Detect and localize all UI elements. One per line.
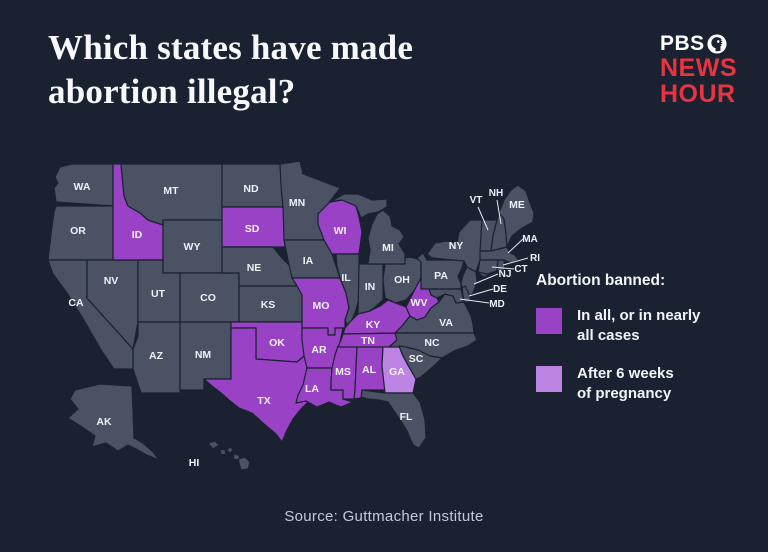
us-map-container: WA OR CA NV ID MT WY UT AZ NM CO ND SD NE KS OK TX MN IA MO… [40, 150, 540, 470]
state-label-MA: MA [522, 234, 538, 245]
state-label-UT: UT [151, 288, 166, 300]
state-label-MI: MI [382, 242, 394, 254]
title-line-2: abortion illegal? [48, 72, 296, 111]
legend-label-ban-all-line1: In all, or in nearly [577, 307, 701, 324]
logo-pbs-text: PBS [660, 32, 705, 55]
state-label-MT: MT [163, 185, 179, 197]
state-AK [67, 383, 160, 461]
legend-item-ban-all: In all, or in nearly all cases [536, 306, 756, 346]
state-label-IL: IL [341, 272, 351, 284]
state-CT [477, 259, 499, 275]
legend-label-ban-6wk-line1: After 6 weeks [577, 365, 674, 382]
state-label-TX: TX [257, 395, 270, 407]
legend-swatch-ban-6wk [536, 366, 562, 392]
state-label-KY: KY [366, 319, 381, 331]
state-label-ME: ME [509, 199, 525, 211]
state-label-NJ: NJ [499, 269, 512, 280]
state-label-MD: MD [489, 299, 505, 310]
state-label-CT: CT [514, 264, 527, 275]
state-label-MS: MS [335, 366, 351, 378]
state-label-VT: VT [470, 195, 483, 206]
state-label-DE: DE [493, 284, 507, 295]
state-label-IA: IA [303, 255, 314, 267]
state-SC [398, 345, 443, 380]
state-HI-island-3 [226, 446, 234, 454]
leader-line-CT [491, 266, 515, 270]
state-label-VA: VA [439, 317, 453, 329]
state-label-CO: CO [200, 292, 216, 304]
state-label-OH: OH [394, 274, 410, 286]
leader-line-RI [502, 257, 529, 266]
state-label-AR: AR [311, 344, 327, 356]
state-label-SC: SC [409, 353, 424, 365]
state-ME [498, 184, 535, 248]
state-label-NM: NM [195, 349, 212, 361]
state-label-WV: WV [411, 297, 428, 309]
state-label-GA: GA [389, 366, 405, 378]
state-label-LA: LA [305, 383, 319, 395]
state-MI-upper [329, 193, 388, 219]
legend-title: Abortion banned: [536, 272, 666, 289]
state-FL [360, 389, 427, 449]
legend-swatch-ban-all [536, 308, 562, 334]
leader-line-MA [507, 238, 524, 254]
state-PA [416, 252, 465, 290]
state-label-SD: SD [245, 223, 260, 235]
legend-label-ban-6wk-line2: of pregnancy [577, 385, 672, 402]
state-HI-island-5 [237, 456, 251, 470]
state-label-AK: AK [96, 416, 112, 428]
page-title: Which states have made abortion illegal? [48, 26, 608, 114]
logo-hour-text: HOUR [660, 80, 736, 108]
legend-item-ban-6wk: After 6 weeks of pregnancy [536, 364, 756, 404]
state-label-ND: ND [243, 183, 259, 195]
state-label-NY: NY [449, 240, 464, 252]
state-HI-island-2 [219, 448, 227, 456]
legend: Abortion banned: In all, or in nearly al… [536, 272, 756, 422]
state-WA [53, 163, 114, 207]
source-attribution: Source: Guttmacher Institute [284, 508, 484, 525]
state-TX [203, 327, 310, 443]
leader-line-VT [477, 206, 489, 231]
state-label-CA: CA [68, 297, 84, 309]
state-MD [428, 288, 465, 304]
state-label-NC: NC [424, 337, 440, 349]
state-label-WA: WA [74, 181, 91, 193]
state-label-HI: HI [189, 457, 200, 469]
state-label-OK: OK [269, 337, 285, 349]
state-label-NE: NE [247, 262, 262, 274]
pbs-newshour-logo: PBS NEWS HOUR [660, 33, 746, 107]
state-label-FL: FL [400, 411, 413, 423]
leader-line-NJ [473, 273, 499, 285]
leader-line-MD [459, 298, 490, 304]
state-label-WY: WY [184, 241, 201, 253]
state-label-TN: TN [361, 335, 375, 347]
state-label-MN: MN [289, 197, 305, 209]
pbs-head-icon [707, 33, 727, 54]
state-label-WI: WI [334, 225, 347, 237]
logo-news-text: NEWS [660, 54, 737, 82]
state-label-MO: MO [313, 300, 330, 312]
state-label-PA: PA [434, 270, 448, 282]
state-label-IN: IN [365, 281, 376, 293]
state-label-AZ: AZ [149, 350, 164, 362]
state-HI-island-1 [207, 440, 220, 450]
state-label-RI: RI [530, 253, 540, 264]
title-line-1: Which states have made [48, 28, 414, 67]
state-label-AL: AL [362, 364, 377, 376]
leader-line-DE [468, 288, 494, 297]
state-label-NV: NV [104, 275, 119, 287]
state-label-KS: KS [261, 299, 276, 311]
state-label-ID: ID [132, 229, 143, 241]
state-label-OR: OR [70, 225, 86, 237]
legend-label-ban-all-line2: all cases [577, 327, 640, 344]
state-label-NH: NH [489, 188, 503, 199]
leader-line-NH [496, 199, 502, 225]
state-MI-lower [367, 209, 406, 265]
us-choropleth-map: WA OR CA NV ID MT WY UT AZ NM CO ND SD NE KS OK TX MN IA MO… [47, 160, 540, 470]
